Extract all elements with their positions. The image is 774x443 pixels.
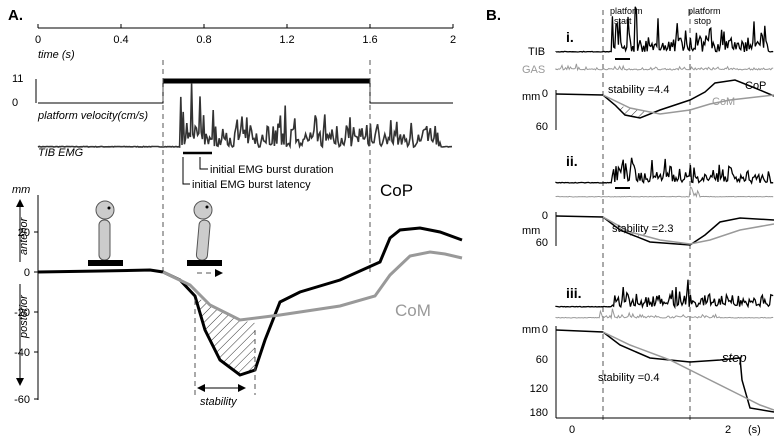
com-label: CoM — [712, 96, 735, 108]
y-tick-label: -40 — [14, 347, 30, 359]
com-trace — [162, 250, 463, 322]
leaning-figure — [187, 200, 223, 277]
time-tick-label: 2 — [450, 34, 456, 46]
direction-label: antenor — [18, 216, 30, 255]
platform-start: platform — [610, 6, 643, 16]
platform-stop: stop — [694, 16, 711, 26]
panel-label: B. — [486, 7, 501, 24]
emg-trace — [37, 83, 453, 150]
annotation: initial EMG burst duration — [210, 164, 334, 176]
emg-trace — [555, 6, 774, 53]
x-tick-label: 0 — [569, 424, 575, 436]
com-trace — [602, 331, 774, 411]
stability: stability =2.3 — [612, 223, 673, 235]
cop-label: CoP — [745, 80, 766, 92]
stability: stability =4.4 — [608, 84, 669, 96]
cop-label: CoP — [380, 181, 413, 200]
emg-trace — [555, 157, 774, 185]
tick-label: 0 — [542, 210, 548, 222]
velocity-tick: 0 — [12, 97, 18, 109]
time-axis-label: time (s) — [38, 49, 75, 61]
tick-label: 60 — [536, 237, 548, 249]
stability-area — [615, 105, 650, 118]
unit: mm — [522, 91, 540, 103]
velocity-trace — [38, 80, 453, 104]
com-label: CoM — [395, 301, 431, 320]
annotation: initial EMG burst latency — [192, 179, 311, 191]
unit: mm — [12, 184, 30, 196]
emg-trace — [555, 63, 774, 72]
stability: stability =0.4 — [598, 372, 659, 384]
stability-label: stability — [200, 396, 238, 408]
y-tick-label: -20 — [14, 307, 30, 319]
trial-label: ii. — [566, 153, 578, 169]
tick-label: 0 — [542, 324, 548, 336]
stability-area — [195, 296, 255, 375]
tick-label: 60 — [536, 121, 548, 133]
emg-label: GAS — [522, 64, 545, 76]
tick-label: 60 — [536, 354, 548, 366]
leader — [199, 157, 208, 170]
emg-label: TIB — [528, 46, 545, 58]
platform-start: start — [614, 16, 632, 26]
com-trace — [602, 216, 774, 245]
cop-trace — [555, 329, 774, 413]
trial-label: iii. — [566, 285, 582, 301]
time-tick-label: 0 — [35, 34, 41, 46]
x-unit: (s) — [748, 424, 761, 436]
time-tick-label: 0.4 — [113, 34, 128, 46]
emg-trace — [555, 308, 774, 320]
emg-trace — [555, 186, 774, 198]
step-label: step — [722, 350, 747, 365]
emg-trace — [555, 279, 774, 310]
platform-stop: platform — [688, 6, 721, 16]
com-trace — [602, 94, 774, 115]
velocity-tick: 11 — [12, 73, 23, 85]
unit: mm — [522, 324, 540, 336]
tick-label: 120 — [530, 383, 548, 395]
cop-trace — [555, 215, 774, 246]
leader — [182, 157, 190, 185]
time-tick-label: 1.6 — [362, 34, 377, 46]
unit: mm — [522, 225, 540, 237]
x-tick-label: 2 — [725, 424, 731, 436]
y-tick-label: -60 — [14, 394, 30, 406]
trial-label: i. — [566, 29, 574, 45]
time-tick-label: 1.2 — [279, 34, 294, 46]
emg-label: TIB EMG — [38, 147, 84, 159]
y-tick-label: 20 — [18, 227, 30, 239]
time-tick-label: 0.8 — [196, 34, 211, 46]
tick-label: 0 — [542, 88, 548, 100]
standing-figure — [88, 200, 123, 266]
cop-trace — [555, 79, 774, 119]
velocity-label: platform velocity(cm/s) — [37, 110, 148, 122]
direction-label: posterior — [18, 294, 30, 339]
tick-label: 180 — [530, 407, 548, 419]
y-tick-label: 0 — [24, 267, 30, 279]
panel-label: A. — [8, 7, 23, 24]
